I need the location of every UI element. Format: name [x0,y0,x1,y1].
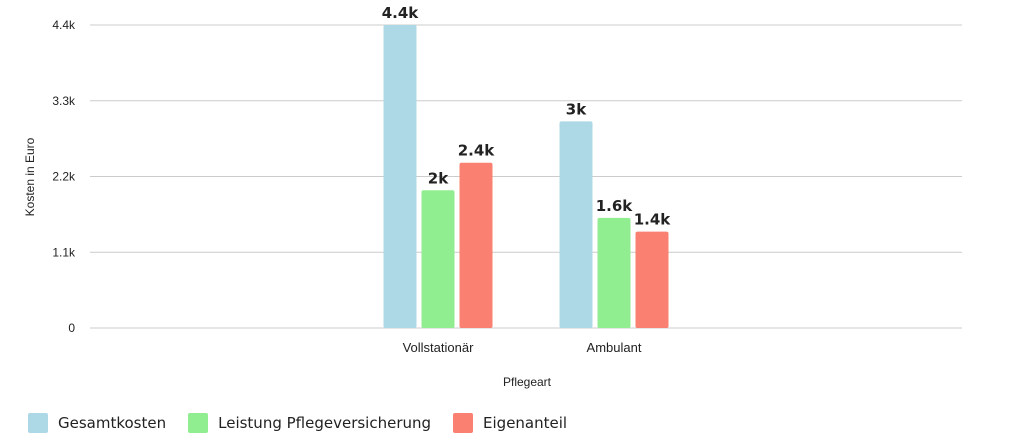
bar-ambulant-gesamtkosten[interactable] [559,121,593,328]
bar-vollstationar-gesamtkosten[interactable] [383,25,417,328]
data-label-ambulant-gesamtkosten: 3k [566,100,587,118]
legend-item-eigenanteil[interactable]: Eigenanteil [453,413,567,433]
legend-item-leistung-pflegeversicherung[interactable]: Leistung Pflegeversicherung [188,413,431,433]
gridlines [90,24,962,329]
legend-swatch-leistung-pflegeversicherung [188,413,209,433]
data-label-vollstationar-leistung-pflegeversicherung: 2k [428,169,449,187]
bar-vollstationar-eigenanteil[interactable] [459,162,493,328]
chart-legend: Gesamtkosten Leistung Pflegeversicherung… [28,413,567,433]
legend-label-eigenanteil: Eigenanteil [483,414,568,432]
x-tick-label-ambulant: Ambulant [587,340,642,355]
x-axis-title: Pflegeart [503,375,552,389]
legend-swatch-eigenanteil [453,413,474,433]
x-axis-categories: Vollstationär Ambulant [403,340,642,355]
data-label-vollstationar-eigenanteil: 2.4k [458,142,496,160]
y-axis-title: Kosten in Euro [23,137,37,216]
y-tick-label: 2.2k [52,170,76,184]
y-tick-label: 4.4k [52,18,76,32]
bar-ambulant-leistung-pflegeversicherung[interactable] [597,217,631,328]
y-axis-ticks: 0 1.1k 2.2k 3.3k 4.4k [52,18,76,335]
data-label-ambulant-leistung-pflegeversicherung: 1.6k [596,197,634,215]
legend-item-gesamtkosten[interactable]: Gesamtkosten [28,413,166,433]
x-tick-label-vollstationar: Vollstationär [403,340,474,355]
y-tick-label: 1.1k [52,245,76,259]
y-tick-label: 3.3k [52,94,76,108]
data-label-vollstationar-gesamtkosten: 4.4k [382,4,420,22]
data-labels: 4.4k 2k 2.4k 3k 1.6k1.4k [382,4,672,229]
legend-swatch-gesamtkosten [28,413,48,433]
y-tick-label: 0 [68,321,75,335]
data-label-ambulant-eigenanteil: 1.4k [634,211,672,229]
legend-label-leistung-pflegeversicherung: Leistung Pflegeversicherung [218,414,432,432]
legend-label-gesamtkosten: Gesamtkosten [58,414,167,432]
bars [383,25,669,328]
bar-vollstationar-leistung-pflegeversicherung[interactable] [421,190,455,328]
bar-ambulant-eigenanteil[interactable] [635,231,669,328]
